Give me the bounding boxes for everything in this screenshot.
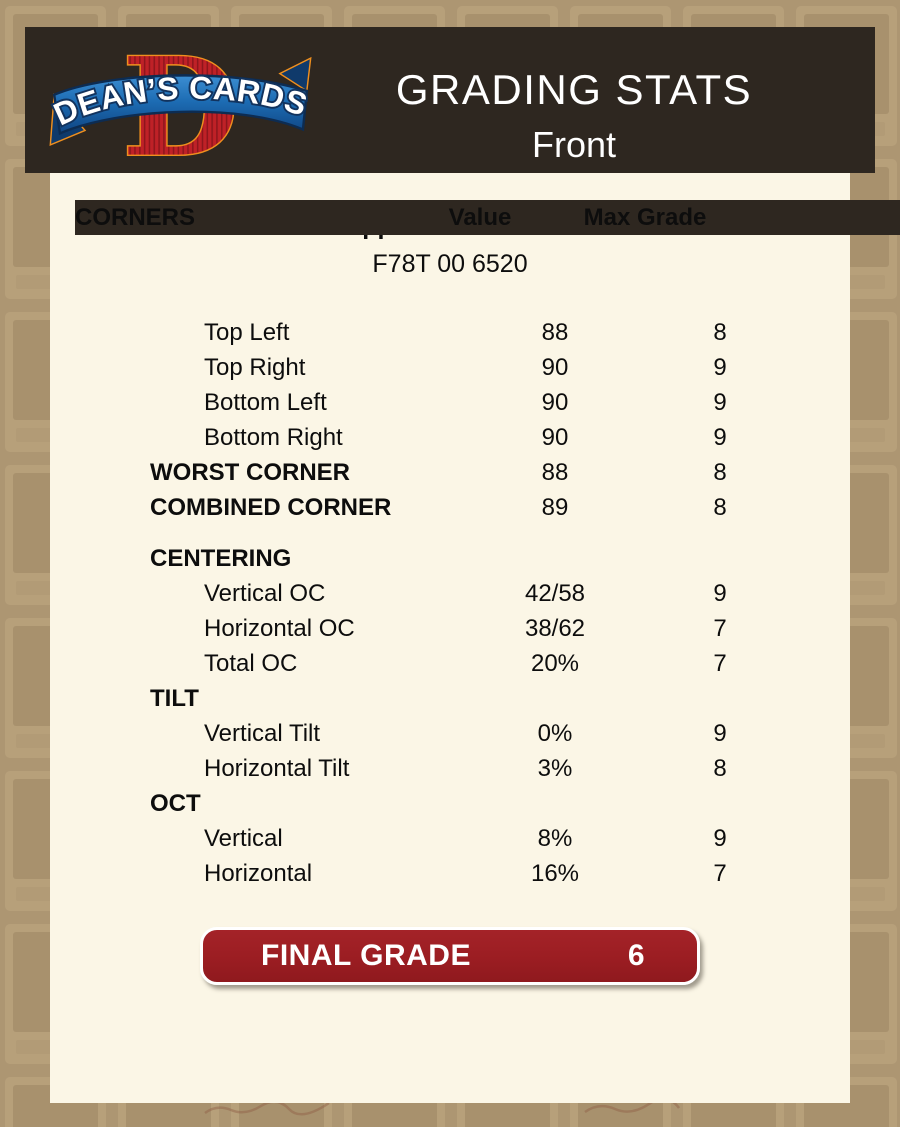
row-value: 89 <box>541 494 569 521</box>
row-label: CENTERING <box>150 545 292 572</box>
table-row: Top Left 88 8 <box>150 315 790 350</box>
table-row: Bottom Left 90 9 <box>150 385 790 420</box>
row-label: COMBINED CORNER <box>150 494 392 521</box>
row-label: CORNERS <box>75 204 196 231</box>
row-value: 3% <box>537 755 573 782</box>
header-titles: GRADING STATS Front <box>318 35 875 165</box>
grading-table: CORNERS Value Max Grade Top Left 88 8 To… <box>75 200 900 891</box>
row-label: Horizontal OC <box>204 615 355 642</box>
row-label: Bottom Right <box>204 424 343 451</box>
deans-cards-logo: D DEAN’S CARDS <box>43 26 318 188</box>
row-value: 88 <box>541 459 569 486</box>
row-max-grade: 8 <box>713 494 727 521</box>
row-label: Horizontal <box>204 860 313 887</box>
table-row: COMBINED CORNER 89 8 <box>150 490 790 525</box>
row-label: WORST CORNER <box>150 459 350 486</box>
table-row: OCT <box>150 786 790 821</box>
row-value: 16% <box>530 860 580 887</box>
header-bar: D DEAN’S CARDS GRADING STATS Front <box>25 26 875 188</box>
row-value: 0% <box>537 720 573 747</box>
row-label: Top Right <box>204 354 306 381</box>
table-row: Vertical 8% 9 <box>150 821 790 856</box>
row-max-grade: 8 <box>713 319 727 346</box>
row-max-grade: 9 <box>713 720 727 747</box>
table-row: CORNERS Value Max Grade <box>75 200 900 235</box>
row-label: Horizontal Tilt <box>204 755 350 782</box>
row-max-grade: 9 <box>713 424 727 451</box>
row-max-grade: 8 <box>713 755 727 782</box>
row-label: Bottom Left <box>204 389 327 416</box>
table-row: Horizontal Tilt 3% 8 <box>150 751 790 786</box>
row-label: Vertical OC <box>204 580 326 607</box>
row-value: 42/58 <box>524 580 586 607</box>
final-grade-value: 6 <box>627 939 645 972</box>
card-serial-number: F78T 00 6520 <box>372 250 528 278</box>
table-row: Vertical Tilt 0% 9 <box>150 716 790 751</box>
row-value: 38/62 <box>524 615 586 642</box>
row-max-grade: 7 <box>713 615 727 642</box>
row-label: Total OC <box>204 650 298 677</box>
table-row: WORST CORNER 88 8 <box>150 455 790 490</box>
table-row: Horizontal OC 38/62 7 <box>150 611 790 646</box>
table-row: Bottom Right 90 9 <box>150 420 790 455</box>
logo-ribbon-tail-right <box>278 56 312 92</box>
row-max-grade: Max Grade <box>583 204 707 231</box>
table-row: Total OC 20% 7 <box>150 646 790 681</box>
row-value: 90 <box>541 424 569 451</box>
table-row: CENTERING <box>150 541 790 576</box>
row-value: 8% <box>537 825 573 852</box>
row-label: Vertical <box>204 825 283 852</box>
final-grade-label: FINAL GRADE <box>261 939 471 972</box>
row-value: Value <box>448 204 512 231</box>
row-label: OCT <box>150 790 201 817</box>
table-row: Top Right 90 9 <box>150 350 790 385</box>
row-max-grade: 9 <box>713 354 727 381</box>
row-label: TILT <box>150 685 199 712</box>
row-value: 20% <box>530 650 580 677</box>
row-label: Vertical Tilt <box>204 720 321 747</box>
stats-panel: 1978 Topps #474 Vern Holland F78T 00 652… <box>50 173 900 1103</box>
row-value: 88 <box>541 319 569 346</box>
page-title: GRADING STATS <box>395 66 753 113</box>
page-subtitle: Front <box>531 124 617 165</box>
table-row: TILT <box>150 681 790 716</box>
table-row: Vertical OC 42/58 9 <box>150 576 790 611</box>
row-max-grade: 9 <box>713 825 727 852</box>
row-max-grade: 7 <box>713 860 727 887</box>
row-value: 90 <box>541 354 569 381</box>
logo-ribbon-band <box>52 73 309 135</box>
row-max-grade: 7 <box>713 650 727 677</box>
row-max-grade: 8 <box>713 459 727 486</box>
row-max-grade: 9 <box>713 389 727 416</box>
row-value: 90 <box>541 389 569 416</box>
row-label: Top Left <box>204 319 290 346</box>
final-grade-badge: FINAL GRADE 6 <box>200 927 700 985</box>
table-row: Horizontal 16% 7 <box>150 856 790 891</box>
row-max-grade: 9 <box>713 580 727 607</box>
